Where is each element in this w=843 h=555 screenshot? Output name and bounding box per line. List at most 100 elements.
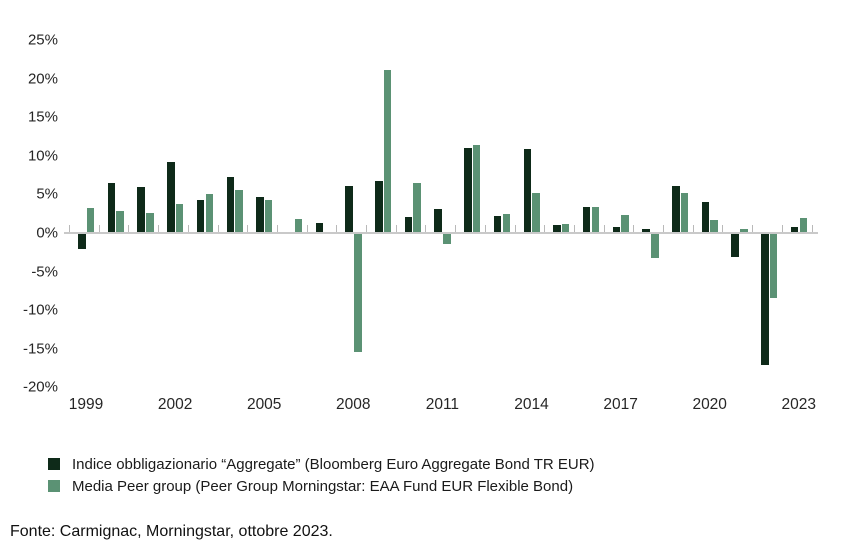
bar-index-2000	[107, 182, 116, 232]
y-axis-label: -20%	[22, 378, 58, 396]
legend-swatch-aggregate-index	[48, 458, 60, 470]
bar-index-2004	[226, 177, 234, 232]
x-axis-tick	[217, 225, 219, 232]
bar-peer-2006	[294, 218, 303, 232]
y-axis-label: -5%	[31, 263, 58, 281]
y-axis-label: 20%	[27, 70, 58, 88]
x-axis-tick	[336, 225, 338, 232]
bar-index-2012	[464, 147, 472, 232]
x-axis-tick	[692, 225, 694, 232]
bar-index-2023	[790, 226, 799, 232]
bar-index-2011	[434, 208, 442, 232]
x-axis-label: 2023	[781, 396, 817, 413]
bar-index-2019	[672, 186, 680, 232]
x-axis-tick	[633, 225, 635, 232]
bar-peer-2009	[383, 69, 392, 232]
y-axis-label: 15%	[27, 108, 58, 126]
x-axis-tick	[663, 225, 664, 232]
x-axis-tick	[722, 225, 724, 232]
bar-index-2013	[493, 215, 502, 232]
bar-index-2018	[642, 228, 650, 232]
y-axis-label: 0%	[36, 224, 58, 242]
x-axis-label: 2020	[692, 396, 727, 413]
x-axis-label: 2011	[425, 396, 460, 413]
bar-peer-2008	[354, 233, 362, 352]
bar-peer-2014	[532, 193, 540, 232]
x-axis-tick	[247, 225, 249, 232]
bar-index-1999	[78, 233, 86, 249]
bar-peer-2001	[146, 213, 154, 232]
x-axis-label: 2008	[336, 396, 371, 413]
x-axis-tick	[306, 225, 308, 232]
legend-item-peer-group: Media Peer group (Peer Group Morningstar…	[48, 475, 595, 497]
bar-peer-2023	[799, 218, 807, 232]
bar-peer-2020	[710, 219, 718, 232]
x-axis-tick	[128, 225, 130, 232]
y-axis-label: 5%	[36, 185, 58, 203]
bar-index-2009	[375, 181, 383, 232]
x-axis-tick	[603, 225, 605, 232]
x-axis-label: 2002	[157, 396, 193, 413]
bar-index-2020	[701, 201, 710, 232]
bar-peer-2019	[680, 192, 689, 232]
x-axis-tick	[276, 225, 278, 232]
bar-peer-2011	[443, 233, 451, 245]
bar-peer-2015	[561, 224, 570, 232]
bar-peer-2016	[591, 206, 600, 232]
bar-index-2017	[612, 227, 621, 232]
x-axis-tick	[455, 225, 457, 232]
x-axis-tick	[781, 225, 783, 232]
bar-peer-2004	[235, 190, 243, 232]
bar-index-2007	[315, 222, 324, 232]
y-axis-label: -10%	[22, 301, 58, 319]
x-axis-tick	[69, 225, 70, 232]
x-axis-tick	[573, 225, 575, 232]
bar-chart-plot-area: 25% 20% 15% 10% 5% 0% -5% -10% -15% -20% 1999 2002 2…	[22, 31, 818, 413]
chart-legend: Indice obbligazionario “Aggregate” (Bloo…	[48, 453, 595, 497]
x-axis-tick	[187, 225, 189, 232]
x-axis-line	[64, 232, 818, 234]
bar-peer-2012	[472, 144, 481, 232]
x-axis-tick	[366, 225, 367, 232]
bar-peer-2013	[502, 214, 510, 232]
y-axis-label: -15%	[22, 340, 58, 358]
bar-index-2022	[761, 233, 769, 365]
bar-index-2003	[196, 199, 205, 232]
x-axis-tick	[425, 225, 427, 232]
x-axis-tick	[514, 225, 516, 232]
bar-index-2005	[256, 197, 264, 232]
bar-peer-2010	[413, 182, 421, 232]
x-axis-label: 2005	[246, 396, 282, 413]
legend-label-aggregate-index: Indice obbligazionario “Aggregate” (Bloo…	[72, 455, 595, 473]
bar-peer-2021	[740, 228, 748, 232]
x-axis-tick	[158, 225, 160, 232]
bar-peer-2005	[264, 200, 273, 232]
source-note: Fonte: Carmignac, Morningstar, ottobre 2…	[10, 523, 333, 540]
bar-index-2021	[731, 233, 739, 257]
bar-peer-2002	[175, 204, 184, 232]
x-axis-tick	[544, 225, 546, 232]
bar-peer-1999	[86, 208, 95, 232]
bar-index-2015	[553, 225, 561, 232]
bar-index-2008	[345, 185, 353, 232]
legend-item-aggregate-index: Indice obbligazionario “Aggregate” (Bloo…	[48, 453, 595, 475]
bar-index-2014	[523, 148, 531, 232]
x-axis-label: 2017	[603, 396, 638, 413]
bar-peer-2018	[651, 233, 659, 259]
x-axis-label: 2014	[514, 396, 549, 413]
y-axis-label: 10%	[27, 147, 58, 165]
x-axis-tick	[811, 225, 813, 232]
bar-index-2010	[404, 216, 413, 232]
x-axis-label: 1999	[68, 396, 104, 413]
bar-peer-2022	[769, 233, 778, 299]
legend-label-peer-group: Media Peer group (Peer Group Morningstar…	[72, 477, 574, 495]
bar-index-2002	[167, 161, 175, 232]
y-axis-label: 25%	[27, 31, 58, 49]
x-axis-tick	[484, 225, 486, 232]
legend-swatch-peer-group	[48, 480, 60, 492]
bar-index-2016	[582, 207, 591, 232]
bar-peer-2003	[205, 194, 213, 232]
x-axis-tick	[98, 225, 100, 232]
x-axis-tick	[752, 225, 754, 232]
